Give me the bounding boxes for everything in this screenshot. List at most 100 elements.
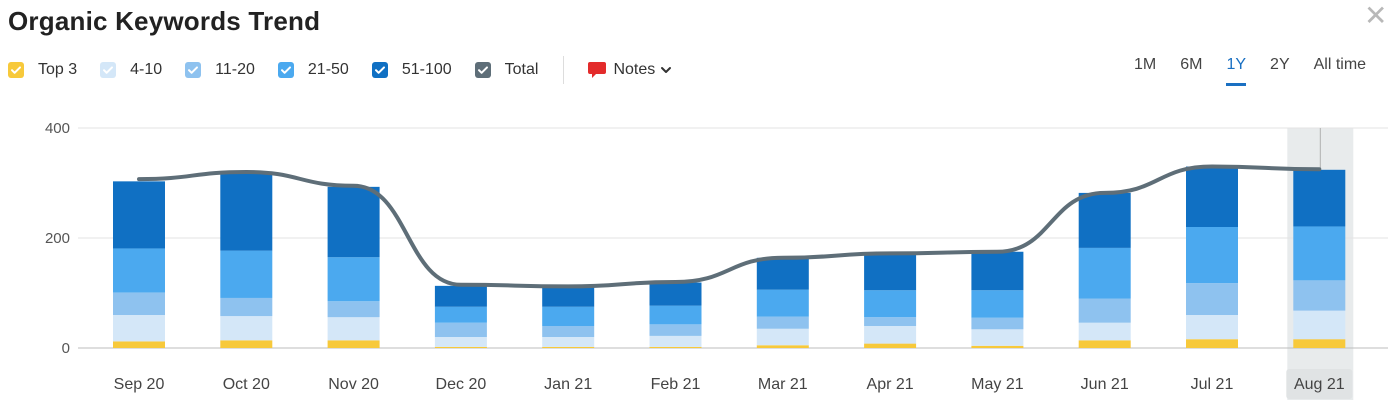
bar-segment: [971, 317, 1024, 330]
bar-segment: [434, 285, 487, 307]
period-6m[interactable]: 6M: [1180, 56, 1203, 73]
bar-segment: [542, 287, 595, 307]
bar-segment: [327, 301, 380, 318]
bar-segment: [1078, 298, 1131, 323]
checkbox-21-50[interactable]: [277, 62, 294, 78]
bar-segment: [220, 316, 273, 341]
bar-segment: [113, 248, 165, 293]
checkbox-top3[interactable]: [8, 62, 24, 78]
bar-segment: [971, 290, 1024, 318]
legend: Top 3 4-10 11-20 21-50 51-100 Total Note…: [8, 56, 672, 84]
bar-segment: [327, 186, 380, 258]
bar-segment: [1186, 283, 1238, 315]
bar-segment: [756, 316, 809, 329]
checkbox-4-10[interactable]: [100, 62, 117, 78]
x-tick-label: Sep 20: [114, 376, 165, 393]
bar-segment: [1186, 339, 1238, 348]
bar-segment: [1078, 322, 1131, 341]
y-tick-label: 0: [62, 340, 70, 357]
highlight-label-box: [1286, 369, 1353, 399]
legend-item-11-20[interactable]: 11-20: [185, 61, 255, 79]
period-all-time[interactable]: All time: [1313, 56, 1367, 73]
x-tick-label: Oct 20: [223, 376, 270, 393]
legend-item-51-100[interactable]: 51-100: [371, 61, 452, 79]
bar-segment: [1186, 166, 1238, 227]
bar-segment: [113, 315, 165, 342]
bar-segment: [542, 306, 595, 326]
bar-segment: [756, 345, 809, 348]
x-tick-label: Mar 21: [758, 376, 808, 393]
bar-segment: [971, 329, 1024, 346]
checkbox-51-100[interactable]: [371, 62, 388, 78]
x-tick-label: Apr 21: [867, 376, 914, 393]
period-1y[interactable]: 1Y: [1226, 56, 1246, 86]
bar-segment: [1293, 169, 1346, 227]
bar-segment: [1078, 247, 1131, 299]
bar-segment: [113, 341, 165, 348]
legend-item-21-50[interactable]: 21-50: [277, 61, 349, 79]
bar-segment: [220, 250, 273, 298]
y-tick-label: 400: [45, 120, 70, 137]
bar-segment: [971, 251, 1024, 291]
bar-segment: [756, 328, 809, 346]
bar-segment: [649, 335, 702, 347]
checkbox-11-20[interactable]: [185, 62, 202, 78]
bar-segment: [1078, 192, 1131, 248]
legend-item-top3[interactable]: Top 3: [8, 61, 77, 79]
bar-segment: [1078, 340, 1131, 348]
bar-segment: [864, 317, 917, 326]
legend-label-51-100: 51-100: [401, 61, 452, 78]
period-1m[interactable]: 1M: [1134, 56, 1157, 73]
legend-label-21-50: 21-50: [307, 61, 349, 78]
bar-segment: [542, 326, 595, 337]
bar-segment: [864, 343, 917, 348]
legend-label-top3: Top 3: [38, 61, 78, 78]
bar-segment: [434, 346, 487, 348]
bar-segment: [1293, 280, 1346, 311]
bar-segment: [1186, 227, 1238, 284]
bar-segment: [649, 346, 702, 348]
legend-label-total: Total: [504, 61, 539, 78]
bar-segment: [649, 282, 702, 306]
bar-segment: [220, 171, 273, 251]
notes-label: Notes: [613, 61, 656, 78]
bar-segment: [756, 257, 809, 290]
bar-segment: [113, 292, 165, 315]
legend-item-total[interactable]: Total: [474, 61, 539, 79]
bar-segment: [864, 253, 917, 291]
y-tick-label: 200: [45, 230, 70, 247]
notes-dropdown[interactable]: Notes: [587, 61, 672, 79]
bar-segment: [434, 337, 487, 347]
bar-segment: [864, 326, 917, 344]
bar-segment: [542, 346, 595, 348]
checkbox-total[interactable]: [474, 62, 491, 78]
x-tick-label: May 21: [971, 376, 1024, 393]
legend-divider: [563, 56, 565, 84]
bar-segment: [864, 290, 917, 318]
bar-segment: [220, 297, 273, 317]
legend-label-11-20: 11-20: [215, 61, 255, 78]
bar-segment: [649, 305, 702, 325]
bar-segment: [434, 306, 487, 323]
chevron-down-icon: [660, 64, 672, 76]
bar-segment: [113, 181, 165, 249]
legend-label-4-10: 4-10: [130, 61, 163, 78]
bar-segment: [327, 340, 380, 348]
bar-segment: [327, 317, 380, 341]
x-tick-label: Dec 20: [436, 376, 487, 393]
bar-segment: [1293, 339, 1346, 348]
period-selector: 1M 6M 1Y 2Y All time: [1134, 56, 1366, 86]
x-tick-label: Aug 21: [1294, 376, 1345, 393]
close-icon[interactable]: ✕: [1364, 0, 1388, 31]
bar-segment: [649, 324, 702, 336]
legend-item-4-10[interactable]: 4-10: [100, 61, 162, 79]
bar-segment: [220, 340, 273, 348]
bar-segment: [434, 322, 487, 337]
period-2y[interactable]: 2Y: [1270, 56, 1290, 73]
x-tick-label: Feb 21: [651, 376, 701, 393]
bar-segment: [1293, 310, 1346, 340]
x-tick-label: Jan 21: [544, 376, 592, 393]
bar-segment: [971, 345, 1024, 348]
bar-segment: [327, 257, 380, 302]
